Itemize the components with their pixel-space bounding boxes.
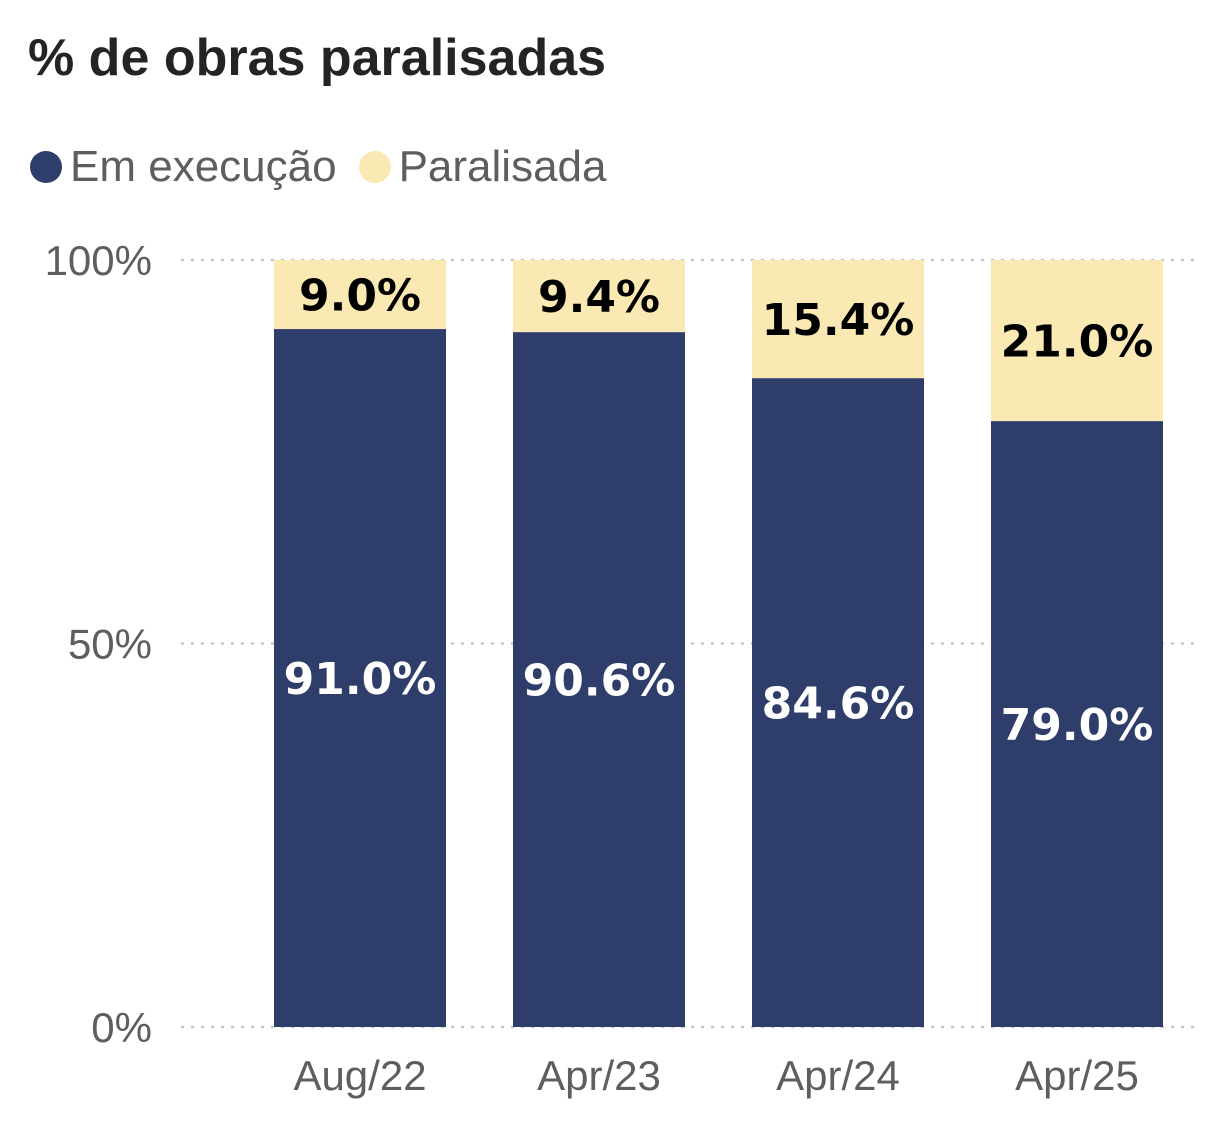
data-label: 9.4% (538, 272, 660, 323)
y-tick-label: 0% (91, 1004, 152, 1051)
legend-item-paralisada[interactable]: Paralisada (358, 142, 607, 192)
x-tick-label: Apr/25 (1015, 1052, 1139, 1099)
x-tick-label: Aug/22 (293, 1052, 426, 1099)
y-tick-label: 50% (68, 621, 152, 668)
x-tick-label: Apr/23 (537, 1052, 661, 1099)
data-label: 21.0% (1001, 317, 1154, 368)
legend-item-em-execucao[interactable]: Em execução (30, 142, 337, 192)
bar-paralisada[interactable] (991, 260, 1163, 422)
bar-paralisada[interactable] (752, 260, 924, 379)
data-label: 91.0% (284, 654, 437, 705)
bar-em-execucao[interactable] (752, 378, 924, 1027)
bar-em-execucao[interactable] (513, 332, 685, 1027)
legend-marker-em-execucao (30, 151, 62, 183)
bar-em-execucao[interactable] (274, 329, 446, 1027)
legend-label-em-execucao: Em execução (70, 142, 337, 191)
legend: Em execução Paralisada (30, 142, 628, 192)
data-label: 9.0% (299, 271, 421, 322)
data-label: 79.0% (1001, 700, 1154, 751)
legend-marker-paralisada (358, 151, 391, 183)
chart-title: % de obras paralisadas (28, 29, 607, 87)
y-tick-label: 100% (45, 237, 152, 284)
bar-paralisada[interactable] (274, 260, 446, 330)
legend-label-paralisada: Paralisada (398, 142, 607, 191)
bar-em-execucao[interactable] (991, 421, 1163, 1027)
data-label: 90.6% (523, 656, 676, 707)
data-label: 15.4% (762, 295, 915, 346)
bar-paralisada[interactable] (513, 260, 685, 333)
x-tick-label: Apr/24 (776, 1052, 900, 1099)
data-label: 84.6% (762, 679, 915, 730)
